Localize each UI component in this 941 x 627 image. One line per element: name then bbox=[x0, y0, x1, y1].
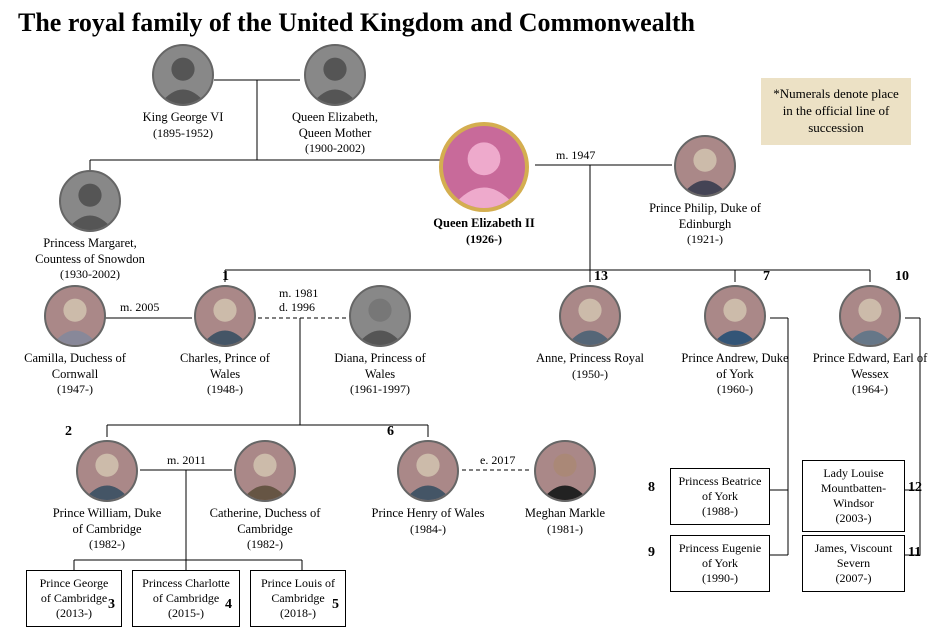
years-label: (1964-) bbox=[810, 382, 930, 397]
portrait-icon bbox=[397, 440, 459, 502]
name-label: Diana, Princess of Wales bbox=[320, 351, 440, 382]
node-charlotte: Princess Charlotte of Cambridge (2015-) bbox=[132, 570, 240, 627]
years-label: (2003-) bbox=[810, 511, 897, 526]
name-label: Princess Charlotte of Cambridge bbox=[140, 576, 232, 606]
portrait-icon bbox=[559, 285, 621, 347]
node-harry: Prince Henry of Wales (1984-) bbox=[368, 440, 488, 537]
name-label: Prince Henry of Wales bbox=[368, 506, 488, 522]
portrait-icon bbox=[839, 285, 901, 347]
years-label: (2018-) bbox=[280, 606, 316, 620]
node-andrew: Prince Andrew, Duke of York (1960-) bbox=[675, 285, 795, 397]
portrait-icon bbox=[439, 122, 529, 212]
node-eugenie: Princess Eugenie of York (1990-) bbox=[670, 535, 770, 592]
years-label: (1947-) bbox=[15, 382, 135, 397]
years-label: (2007-) bbox=[810, 571, 897, 586]
years-label: (1982-) bbox=[205, 537, 325, 552]
succession-6: 6 bbox=[387, 424, 394, 440]
node-edward: Prince Edward, Earl of Wessex (1964-) bbox=[810, 285, 930, 397]
node-charles: Charles, Prince of Wales (1948-) bbox=[165, 285, 285, 397]
succession-note: *Numerals denote place in the official l… bbox=[761, 78, 911, 145]
page-title: The royal family of the United Kingdom a… bbox=[18, 8, 695, 38]
succession-3: 3 bbox=[108, 597, 115, 613]
name-label: James, Viscount Severn bbox=[810, 541, 897, 571]
node-william: Prince William, Duke of Cambridge (1982-… bbox=[47, 440, 167, 552]
years-label: (1982-) bbox=[47, 537, 167, 552]
succession-12: 12 bbox=[908, 480, 922, 496]
name-label: Charles, Prince of Wales bbox=[165, 351, 285, 382]
name-label: Prince George of Cambridge bbox=[34, 576, 114, 606]
succession-7: 7 bbox=[763, 269, 770, 285]
years-label: (1895-1952) bbox=[123, 126, 243, 141]
portrait-icon bbox=[234, 440, 296, 502]
portrait-icon bbox=[674, 135, 736, 197]
node-diana: Diana, Princess of Wales (1961-1997) bbox=[320, 285, 440, 397]
portrait-icon bbox=[44, 285, 106, 347]
portrait-icon bbox=[59, 170, 121, 232]
name-label: Prince Philip, Duke of Edinburgh bbox=[645, 201, 765, 232]
name-label: Prince Andrew, Duke of York bbox=[675, 351, 795, 382]
years-label: (1981-) bbox=[505, 522, 625, 537]
marriage-1981: m. 1981 bbox=[279, 286, 318, 301]
portrait-icon bbox=[704, 285, 766, 347]
portrait-icon bbox=[152, 44, 214, 106]
node-anne: Anne, Princess Royal (1950-) bbox=[530, 285, 650, 382]
succession-4: 4 bbox=[225, 597, 232, 613]
divorce-1996: d. 1996 bbox=[279, 300, 315, 315]
node-camilla: Camilla, Duchess of Cornwall (1947-) bbox=[15, 285, 135, 397]
name-label: Lady Louise Mountbatten-Windsor bbox=[810, 466, 897, 511]
succession-2: 2 bbox=[65, 424, 72, 440]
succession-1: 1 bbox=[222, 269, 229, 285]
succession-9: 9 bbox=[648, 545, 655, 561]
node-beatrice: Princess Beatrice of York (1988-) bbox=[670, 468, 770, 525]
node-elizabeth-ii: Queen Elizabeth II (1926-) bbox=[424, 122, 544, 247]
years-label: (1984-) bbox=[368, 522, 488, 537]
name-label: Catherine, Duchess of Cambridge bbox=[205, 506, 325, 537]
years-label: (2015-) bbox=[168, 606, 204, 620]
years-label: (1926-) bbox=[424, 232, 544, 247]
years-label: (1960-) bbox=[675, 382, 795, 397]
portrait-icon bbox=[534, 440, 596, 502]
succession-11: 11 bbox=[908, 545, 921, 561]
name-label: King George VI bbox=[123, 110, 243, 126]
years-label: (2013-) bbox=[56, 606, 92, 620]
node-lady-louise: Lady Louise Mountbatten-Windsor (2003-) bbox=[802, 460, 905, 532]
years-label: (1921-) bbox=[645, 232, 765, 247]
portrait-icon bbox=[304, 44, 366, 106]
name-label: Prince Louis of Cambridge bbox=[258, 576, 338, 606]
portrait-icon bbox=[349, 285, 411, 347]
node-philip: Prince Philip, Duke of Edinburgh (1921-) bbox=[645, 135, 765, 247]
years-label: (1900-2002) bbox=[275, 141, 395, 156]
node-george-vi: King George VI (1895-1952) bbox=[123, 44, 243, 141]
marriage-2005: m. 2005 bbox=[120, 300, 159, 315]
portrait-icon bbox=[76, 440, 138, 502]
name-label: Meghan Markle bbox=[505, 506, 625, 522]
succession-13: 13 bbox=[594, 269, 608, 285]
years-label: (1988-) bbox=[678, 504, 762, 519]
succession-5: 5 bbox=[332, 597, 339, 613]
years-label: (1961-1997) bbox=[320, 382, 440, 397]
marriage-1947: m. 1947 bbox=[556, 148, 595, 163]
node-margaret: Princess Margaret, Countess of Snowdon (… bbox=[30, 170, 150, 282]
node-meghan: Meghan Markle (1981-) bbox=[505, 440, 625, 537]
name-label: Princess Margaret, Countess of Snowdon bbox=[30, 236, 150, 267]
name-label: Queen Elizabeth II bbox=[424, 216, 544, 232]
years-label: (1950-) bbox=[530, 367, 650, 382]
name-label: Prince Edward, Earl of Wessex bbox=[810, 351, 930, 382]
node-catherine: Catherine, Duchess of Cambridge (1982-) bbox=[205, 440, 325, 552]
years-label: (1948-) bbox=[165, 382, 285, 397]
name-label: Princess Eugenie of York bbox=[678, 541, 762, 571]
name-label: Camilla, Duchess of Cornwall bbox=[15, 351, 135, 382]
node-james: James, Viscount Severn (2007-) bbox=[802, 535, 905, 592]
name-label: Princess Beatrice of York bbox=[678, 474, 762, 504]
succession-8: 8 bbox=[648, 480, 655, 496]
marriage-2011: m. 2011 bbox=[167, 453, 206, 468]
portrait-icon bbox=[194, 285, 256, 347]
name-label: Anne, Princess Royal bbox=[530, 351, 650, 367]
name-label: Queen Elizabeth, Queen Mother bbox=[275, 110, 395, 141]
years-label: (1990-) bbox=[678, 571, 762, 586]
years-label: (1930-2002) bbox=[30, 267, 150, 282]
name-label: Prince William, Duke of Cambridge bbox=[47, 506, 167, 537]
node-queen-mother: Queen Elizabeth, Queen Mother (1900-2002… bbox=[275, 44, 395, 156]
succession-10: 10 bbox=[895, 269, 909, 285]
